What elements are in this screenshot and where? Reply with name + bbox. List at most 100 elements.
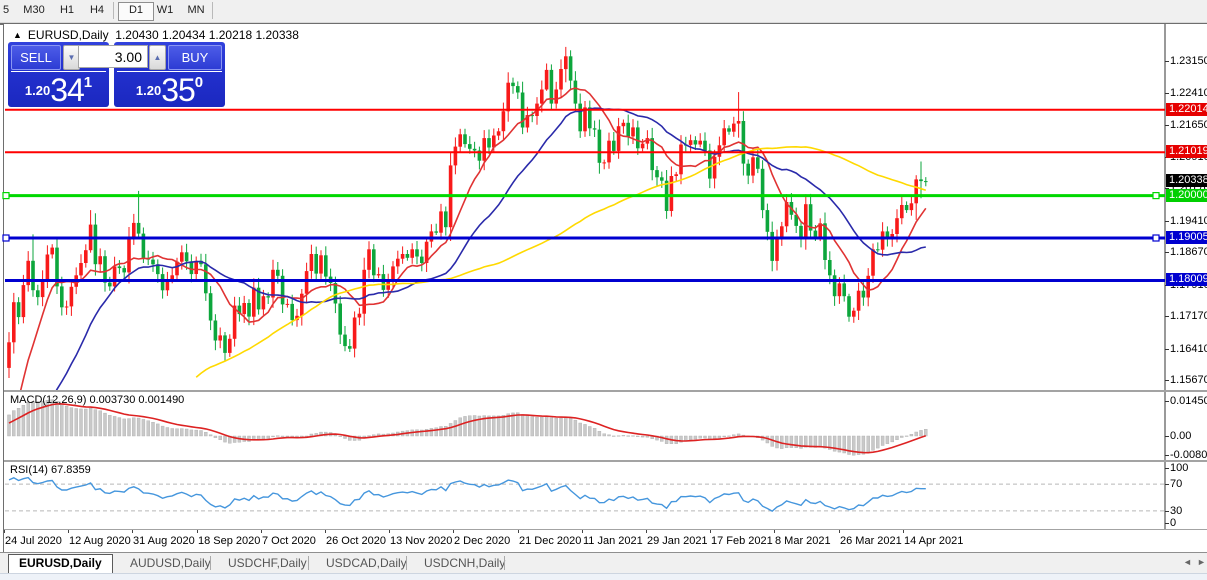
macd-tick-mark [1165, 436, 1169, 437]
time-tick-mark [774, 530, 775, 533]
time-tick-label: 21 Dec 2020 [519, 535, 582, 547]
timeframe-button-M30[interactable]: M30 [23, 4, 45, 16]
rsi-tick-label: 30 [1170, 505, 1183, 517]
time-tick-mark [132, 530, 133, 533]
buy-button[interactable]: BUY [168, 45, 222, 70]
ma-10-line [19, 87, 927, 390]
price-tick-mark [1165, 125, 1169, 126]
volume-increase-button[interactable]: ▲ [149, 45, 166, 70]
timeframe-button-MN[interactable]: MN [187, 4, 205, 16]
macd-pane [7, 399, 928, 456]
time-tick-mark [197, 530, 198, 533]
macd-signal-line [8, 403, 927, 454]
chart-tab-bar: EURUSD,Daily AUDUSD,Daily USDCHF,Daily USDC… [0, 552, 1207, 574]
rsi-line [8, 476, 926, 512]
sell-price[interactable]: 1.20341 [8, 72, 109, 108]
pane-separator-rsi[interactable] [4, 460, 1207, 462]
collapse-panel-icon[interactable]: ▲ [13, 30, 22, 40]
price-tick-label: 1.21650 [1170, 119, 1207, 131]
price-tick-mark [1165, 380, 1169, 381]
price-tick-label: 1.19410 [1170, 215, 1207, 227]
moving-averages-layer [19, 87, 927, 390]
tabs-scroll-right-icon[interactable]: ► [1197, 557, 1206, 567]
timeframe-button-H1[interactable]: H1 [59, 4, 75, 16]
price-tick-label: 1.18670 [1170, 246, 1207, 258]
macd-tick-label: 0.00 [1170, 430, 1192, 442]
price-tick-label: 1.16410 [1170, 343, 1207, 355]
tabs-scroll-left-icon[interactable]: ◄ [1183, 557, 1192, 567]
window-border [3, 25, 4, 554]
chart-title: ▲ EURUSD,Daily 1.20430 1.20434 1.20218 1.… [13, 28, 299, 42]
volume-input[interactable] [78, 45, 148, 68]
buy-price-prefix: 1.20 [135, 83, 162, 98]
timeframe-button-D1[interactable]: D1 [118, 2, 154, 21]
tab-separator [308, 556, 309, 570]
tab-AUDUSD[interactable]: AUDUSD,Daily [130, 556, 211, 570]
time-tick-label: 12 Aug 2020 [69, 535, 131, 547]
time-tick-label: 8 Mar 2021 [775, 535, 831, 547]
price-tick-mark [1165, 221, 1169, 222]
time-axis[interactable]: 24 Jul 2020 12 Aug 2020 31 Aug 2020 18 Sep … [4, 529, 1207, 553]
rsi-value: 67.8359 [50, 464, 91, 476]
time-tick-mark [68, 530, 69, 533]
toolbar-separator [212, 2, 213, 19]
tab-USDCHF[interactable]: USDCHF,Daily [228, 556, 307, 570]
rsi-tick-label: 70 [1170, 478, 1183, 490]
sell-price-sup: 1 [83, 74, 93, 91]
timeframe-button-5[interactable]: 5 [2, 4, 10, 16]
time-tick-label: 26 Oct 2020 [326, 535, 386, 547]
time-tick-label: 2 Dec 2020 [454, 535, 511, 547]
time-tick-mark [453, 530, 454, 533]
macd-tick-mark [1165, 455, 1169, 456]
time-tick-mark [582, 530, 583, 533]
timeframe-button-W1[interactable]: W1 [156, 4, 174, 16]
price-tick-label: 1.22410 [1170, 87, 1207, 99]
time-tick-mark [518, 530, 519, 533]
tab-separator [406, 556, 407, 570]
time-tick-mark [325, 530, 326, 533]
rsi-tick-label: 100 [1170, 462, 1189, 474]
pane-separator-macd[interactable] [4, 390, 1207, 392]
sell-divider [11, 71, 106, 72]
timeframe-button-H4[interactable]: H4 [89, 4, 105, 16]
price-badge-1.18009: 1.18009 [1166, 273, 1207, 286]
tab-USDCAD[interactable]: USDCAD,Daily [326, 556, 407, 570]
price-badge-1.20338: 1.20338 [1166, 174, 1207, 187]
time-tick-label: 11 Jan 2021 [583, 535, 643, 547]
price-tick-label: 1.17170 [1170, 310, 1207, 322]
chart-plot-area[interactable] [0, 24, 1207, 553]
sell-price-big: 34 [50, 72, 85, 108]
time-tick-label: 13 Nov 2020 [390, 535, 453, 547]
macd-tick-label: -0.008017 [1170, 449, 1207, 461]
rsi-tick-mark [1165, 468, 1169, 469]
macd-label: MACD(12,26,9) 0.003730 0.001490 [10, 394, 184, 406]
price-tick-label: 1.15670 [1170, 374, 1207, 386]
time-tick-label: 18 Sep 2020 [198, 535, 261, 547]
candles-layer [7, 46, 928, 378]
buy-price-big: 35 [161, 72, 196, 108]
rsi-tick-mark [1165, 523, 1169, 524]
time-tick-mark [903, 530, 904, 533]
price-tick-mark [1165, 61, 1169, 62]
time-tick-mark [389, 530, 390, 533]
ma-75-line [195, 145, 927, 378]
price-badge-1.20000: 1.20000 [1166, 189, 1207, 202]
price-tick-mark [1165, 93, 1169, 94]
time-tick-mark [261, 530, 262, 533]
status-strip [0, 573, 1207, 580]
buy-divider [117, 71, 222, 72]
sell-button[interactable]: SELL [11, 45, 61, 70]
rsi-tick-mark [1165, 484, 1169, 485]
rsi-name: RSI(14) [10, 464, 48, 476]
time-tick-mark [710, 530, 711, 533]
price-tick-label: 1.23150 [1170, 55, 1207, 67]
tab-USDCNH[interactable]: USDCNH,Daily [424, 556, 506, 570]
timeframe-toolbar: 5 M30 H1 H4 D1 W1 MN [0, 0, 1207, 23]
tab-EURUSD[interactable]: EURUSD,Daily [8, 554, 113, 574]
time-tick-label: 17 Feb 2021 [711, 535, 773, 547]
time-tick-label: 14 Apr 2021 [904, 535, 964, 547]
toolbar-separator [113, 2, 114, 19]
macd-tick-mark [1165, 401, 1169, 402]
buy-price[interactable]: 1.20350 [114, 72, 225, 108]
